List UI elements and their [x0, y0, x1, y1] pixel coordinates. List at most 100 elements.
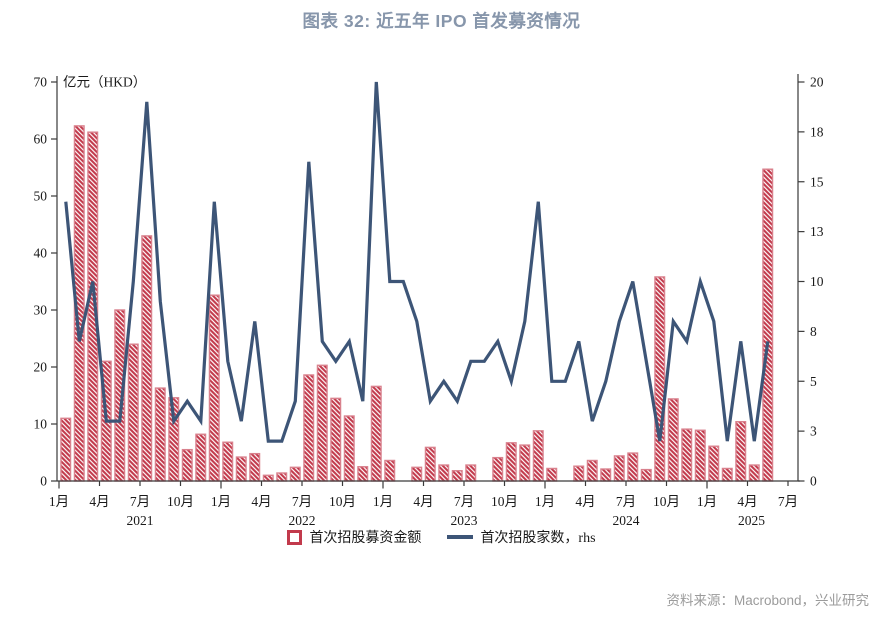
bar	[424, 446, 436, 482]
tick-label: 4月	[737, 494, 757, 509]
tick-label: 4月	[251, 494, 271, 509]
bar	[600, 468, 612, 482]
tick-label: 7月	[454, 494, 474, 509]
tick-label: 20	[34, 360, 48, 375]
bar	[721, 467, 733, 482]
tick-label: 10	[34, 417, 48, 432]
bar	[546, 467, 558, 482]
tick-label: 1月	[49, 494, 69, 509]
tick-label: 40	[34, 246, 48, 261]
bar	[667, 398, 679, 482]
chart-legend: 首次招股募资金额 首次招股家数，rhs	[0, 527, 883, 547]
bar	[370, 385, 382, 482]
bar	[249, 452, 261, 482]
tick-label: 10月	[329, 494, 356, 509]
tick-label: 2021	[127, 513, 154, 528]
bar	[60, 417, 72, 482]
tick-label: 60	[34, 132, 48, 147]
bars-series	[60, 125, 774, 482]
tick-label: 2023	[451, 513, 478, 528]
y-axis-right: 0 3 5 8 10 13 15 18 20	[798, 75, 824, 489]
tick-label: 0	[810, 474, 817, 489]
bar	[532, 430, 544, 482]
tick-label: 50	[34, 189, 48, 204]
tick-label: 1月	[373, 494, 393, 509]
bar	[627, 452, 639, 482]
bar	[735, 421, 747, 482]
bar	[195, 433, 207, 482]
bar	[640, 468, 652, 482]
bar	[492, 456, 504, 482]
tick-label: 7月	[616, 494, 636, 509]
page-title: 图表 32: 近五年 IPO 首发募资情况	[302, 11, 581, 31]
tick-label: 1月	[211, 494, 231, 509]
bar	[316, 364, 328, 482]
tick-label: 20	[810, 75, 824, 90]
bar-swatch-icon	[287, 529, 303, 545]
bar	[303, 374, 315, 482]
bar	[586, 459, 598, 482]
bar	[181, 448, 193, 482]
tick-label: 10月	[653, 494, 680, 509]
tick-label: 7月	[130, 494, 150, 509]
bar	[654, 276, 666, 482]
tick-label: 亿元（HKD）	[63, 75, 146, 90]
bar	[505, 442, 517, 482]
tick-label: 4月	[89, 494, 109, 509]
legend-item-bar: 首次招股募资金额	[287, 527, 421, 547]
tick-label: 2022	[289, 513, 316, 528]
bar	[465, 464, 477, 482]
bar	[613, 455, 625, 482]
tick-label: 5	[810, 374, 817, 389]
bar	[708, 445, 720, 482]
bar	[573, 465, 585, 482]
y-axis-left: 0 10 20 30 40 50 60 70 亿元（HKD）	[34, 75, 147, 489]
bar	[154, 387, 166, 482]
bar	[519, 444, 531, 482]
x-axis: 1月 4月 7月 10月 1月 4月 7月 10月 1月 4月 7月 10月 1月 4月 7月 10月 1月 4月…	[49, 481, 798, 528]
tick-label: 4月	[413, 494, 433, 509]
tick-label: 1月	[697, 494, 717, 509]
tick-label: 30	[34, 303, 48, 318]
legend-bar-label: 首次招股募资金额	[309, 531, 422, 546]
bar	[222, 441, 234, 482]
bar	[451, 470, 463, 482]
bar	[384, 459, 396, 482]
bar	[276, 472, 288, 482]
tick-label: 10	[810, 274, 824, 289]
bar	[235, 456, 247, 482]
tick-label: 1月	[535, 494, 555, 509]
tick-label: 2024	[613, 513, 640, 528]
tick-label: 0	[40, 474, 47, 489]
bar	[208, 294, 220, 482]
bar	[289, 466, 301, 482]
bar	[438, 464, 450, 482]
tick-label: 3	[810, 424, 817, 439]
tick-label: 8	[810, 324, 817, 339]
bar	[681, 428, 693, 482]
tick-label: 4月	[575, 494, 595, 509]
tick-label: 15	[810, 174, 824, 189]
bar	[343, 415, 355, 482]
tick-label: 10月	[167, 494, 194, 509]
tick-label: 7月	[778, 494, 798, 509]
bar	[694, 429, 706, 482]
bar	[762, 168, 774, 482]
tick-label: 13	[810, 224, 824, 239]
legend-item-line: 首次招股家数，rhs	[447, 527, 596, 547]
tick-label: 10月	[491, 494, 518, 509]
line-swatch-icon	[447, 535, 474, 539]
source-note: 资料来源：Macrobond，兴业研究	[666, 593, 869, 608]
tick-label: 70	[34, 75, 48, 90]
bar	[141, 235, 153, 482]
bar	[748, 464, 760, 482]
bar	[262, 474, 274, 482]
tick-label: 7月	[292, 494, 312, 509]
bar	[330, 397, 342, 482]
ipo-count-line	[64, 81, 770, 443]
tick-label: 2025	[738, 513, 765, 528]
bar	[357, 466, 369, 482]
tick-label: 18	[810, 124, 824, 139]
bar	[127, 343, 139, 482]
